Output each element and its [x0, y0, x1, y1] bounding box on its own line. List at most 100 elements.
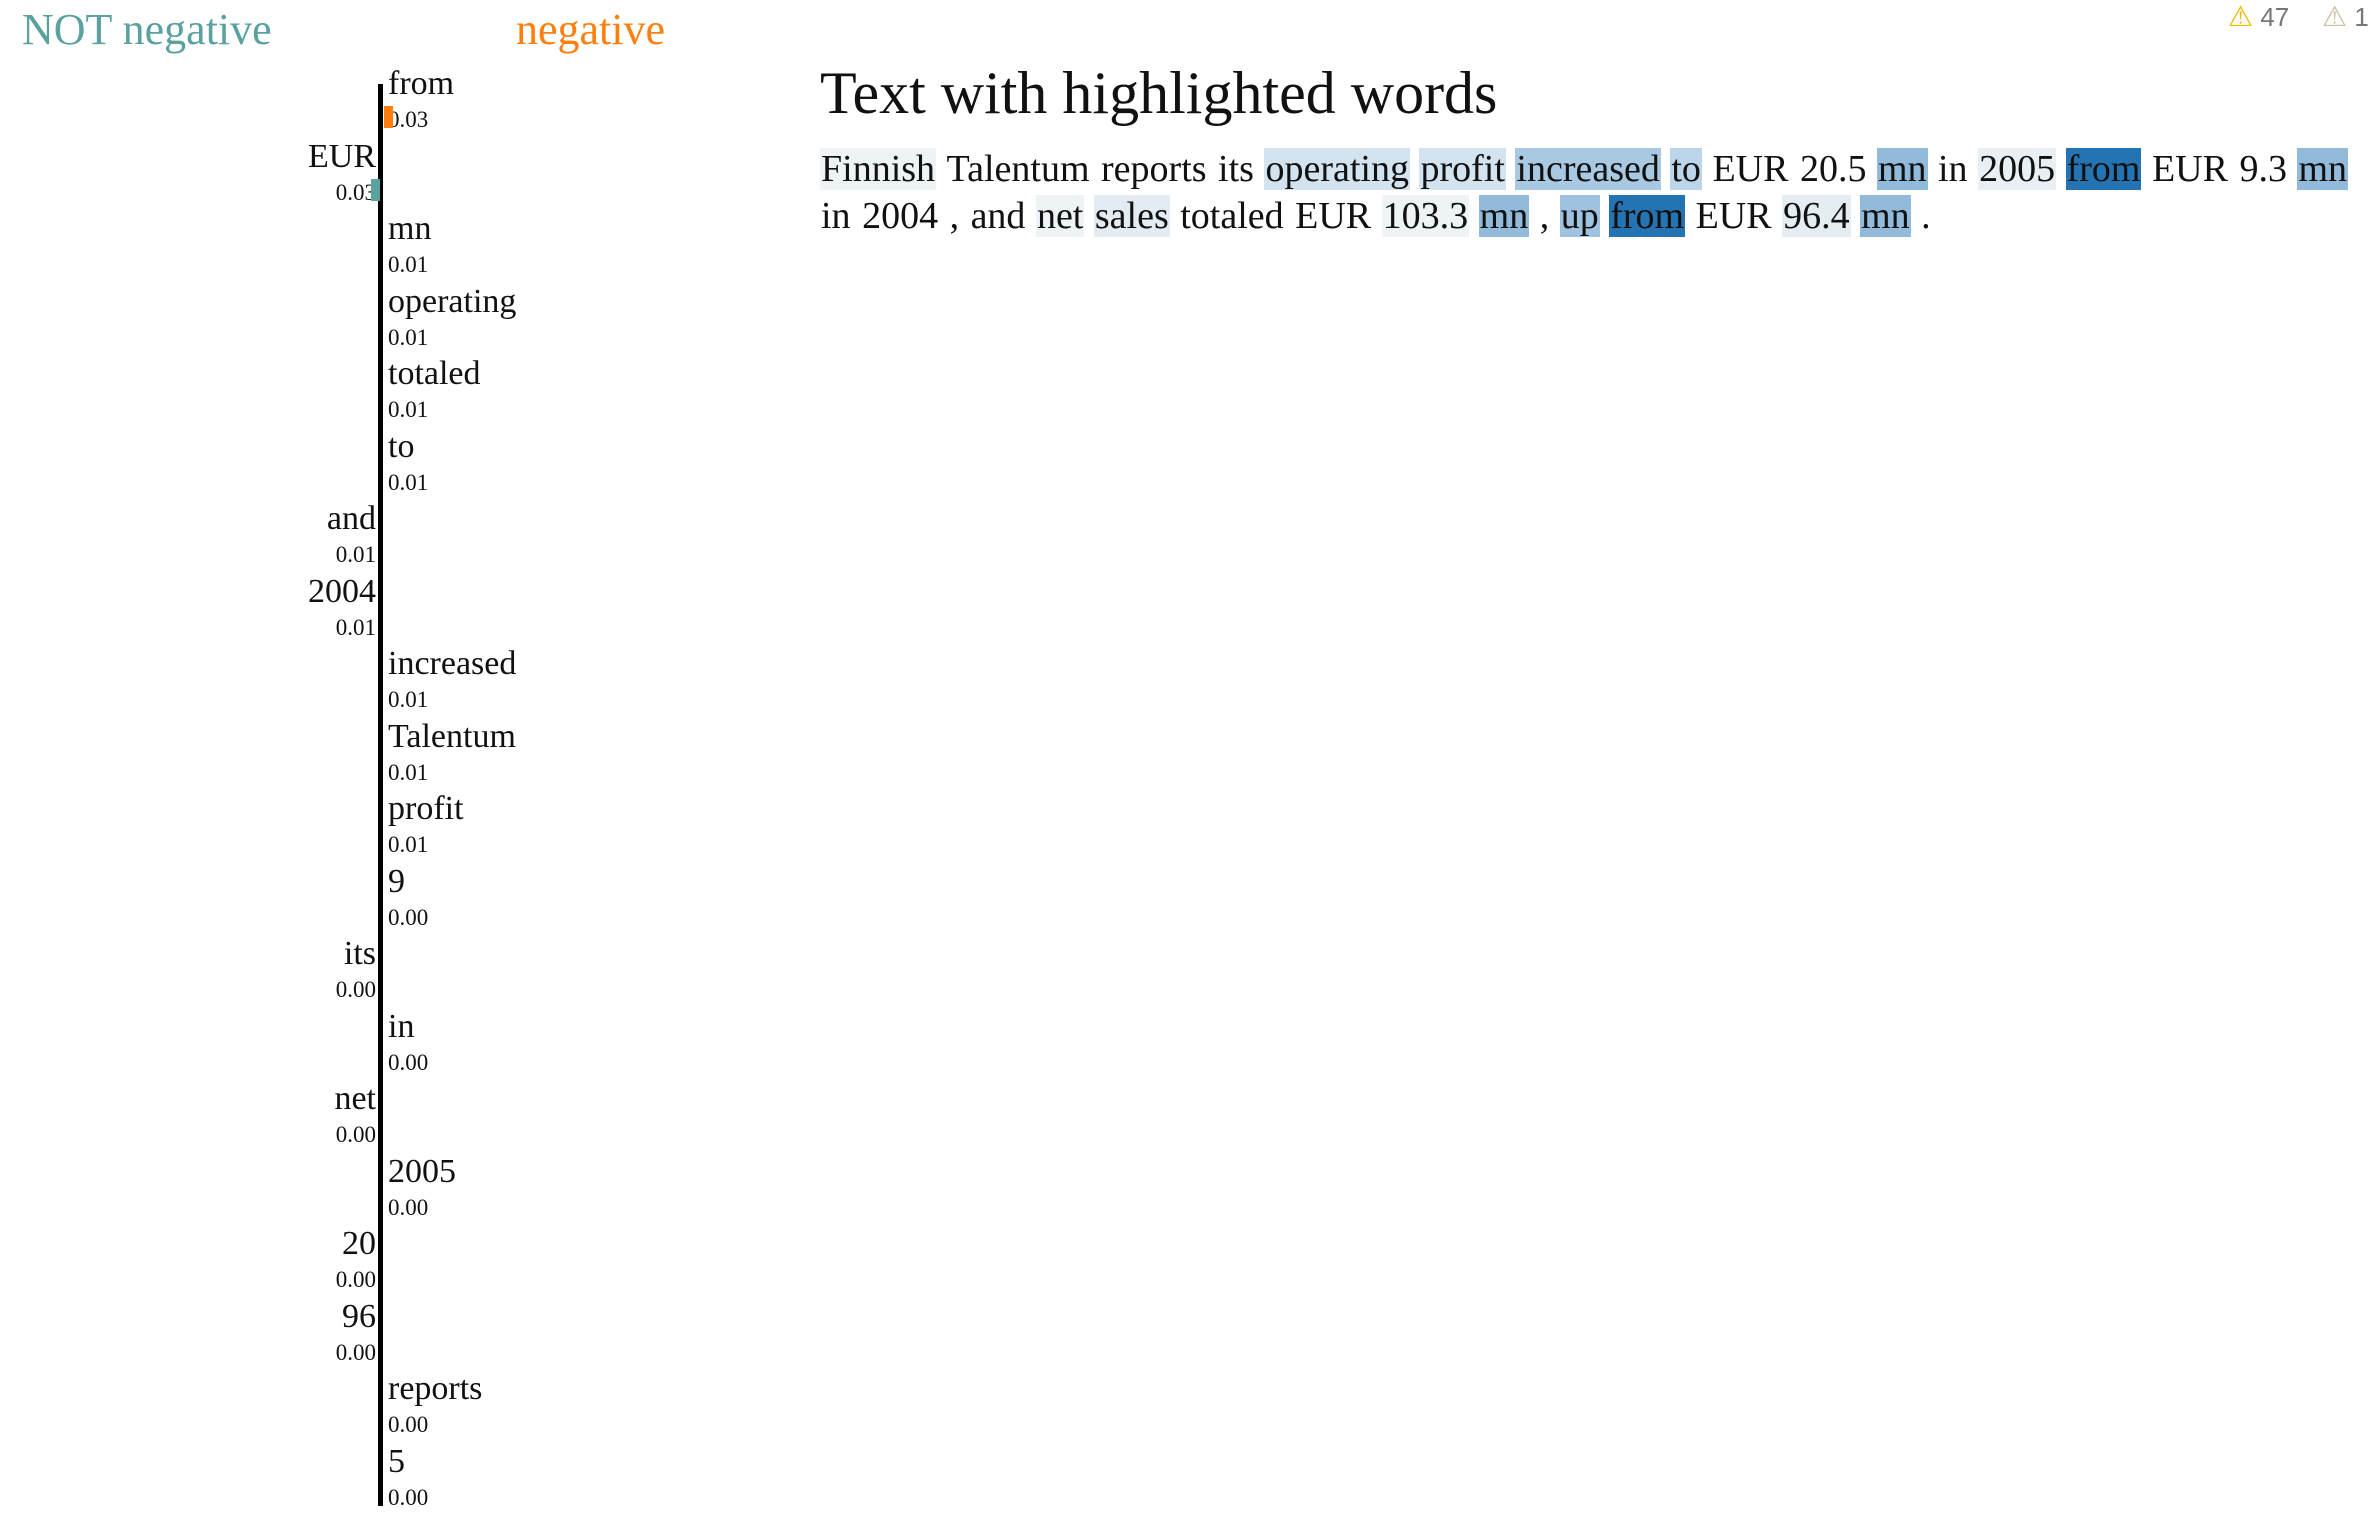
feature-word: 9 [388, 862, 405, 900]
feature-word: profit [388, 790, 464, 827]
warning-badge[interactable]: ⚠ 47 [2228, 0, 2289, 33]
feature-value: 0.00 [388, 1049, 429, 1075]
feature-item: and 0.01 [327, 501, 376, 573]
highlighted-token: 2005 [1978, 148, 2057, 190]
feature-value: 0.01 [335, 614, 376, 640]
feature-value: 0.03 [335, 179, 376, 205]
feature-item: 2004 0.01 [308, 572, 376, 646]
feature-word: increased [388, 645, 517, 682]
feature-word: 20 [342, 1225, 376, 1262]
warning-count: 1 [2347, 2, 2369, 32]
feature-word: totaled [388, 355, 481, 392]
highlighted-token: operating [1264, 148, 1410, 190]
feature-word: reports [388, 1370, 483, 1407]
feature-item: to 0.01 [388, 427, 429, 501]
feature-bar [371, 178, 380, 201]
feature-value: 0.00 [335, 1122, 376, 1147]
highlighted-token: , [1539, 195, 1550, 237]
highlighted-token: mn [1876, 148, 1928, 190]
feature-value: 0.00 [335, 1339, 376, 1365]
highlighted-text-body: Finnish Talentum reports its operating p… [820, 146, 2380, 240]
highlighted-token: mn [2297, 148, 2348, 190]
feature-bar [384, 106, 393, 128]
class-label-negative: negative [516, 5, 666, 54]
feature-importance-axis [378, 84, 383, 1506]
warning-icon: ⚠ [2322, 1, 2348, 32]
feature-value: 0.01 [388, 324, 429, 350]
highlighted-token: 20.5 [1799, 148, 1867, 190]
highlighted-token: net [1035, 195, 1085, 237]
feature-value: 0.01 [388, 759, 429, 785]
feature-word: to [388, 427, 415, 465]
highlighted-token: reports [1101, 148, 1207, 190]
feature-item: reports 0.00 [388, 1371, 482, 1443]
feature-value: 0.01 [388, 252, 429, 277]
feature-item: 5 0.00 [388, 1442, 429, 1516]
feature-value: 0.01 [335, 542, 376, 567]
feature-item: Talentum 0.01 [388, 717, 516, 791]
feature-value: 0.00 [335, 1267, 376, 1292]
highlighted-token: profit [1419, 148, 1506, 190]
feature-word: operating [388, 282, 517, 320]
highlighted-token: totaled [1180, 195, 1284, 237]
highlighted-token: in [1938, 148, 1968, 190]
highlighted-token: EUR [1712, 148, 1789, 190]
highlighted-token: its [1218, 148, 1254, 190]
feature-value: 0.00 [388, 1484, 429, 1510]
feature-value: 0.01 [388, 397, 429, 422]
feature-word: 5 [388, 1442, 405, 1480]
feature-item: EUR 0.03 [308, 137, 380, 211]
highlighted-token: and [970, 195, 1026, 237]
feature-word: 2004 [308, 572, 376, 610]
feature-value: 0.03 [388, 107, 429, 132]
feature-value: 0.01 [388, 832, 429, 857]
feature-word: 2005 [388, 1152, 456, 1190]
highlighted-token: EUR [2151, 148, 2228, 190]
feature-value: 0.00 [335, 977, 376, 1002]
feature-value: 0.01 [388, 469, 429, 495]
feature-value: 0.00 [388, 1412, 429, 1437]
feature-item: from 0.03 [384, 65, 455, 138]
highlighted-token: . [1921, 195, 1931, 237]
feature-item: 20 0.00 [336, 1226, 376, 1298]
feature-word: in [388, 1007, 415, 1045]
feature-word: EUR [308, 137, 376, 175]
class-label-not-negative: NOT negative [22, 5, 272, 54]
highlighted-token: in [821, 195, 851, 237]
feature-item: profit 0.01 [388, 791, 464, 863]
feature-value: 0.00 [388, 904, 429, 930]
warning-icon: ⚠ [2228, 1, 2254, 32]
feature-word: net [334, 1080, 376, 1117]
feature-item: increased 0.01 [388, 646, 516, 718]
highlighted-token: Finnish [820, 148, 937, 190]
highlighted-token: from [1609, 195, 1686, 237]
highlighted-token: mn [1860, 195, 1911, 237]
feature-word: and [326, 500, 376, 537]
highlighted-token: 2004 [862, 195, 939, 237]
highlighted-token: EUR [1695, 195, 1772, 237]
highlighted-token: , [949, 195, 960, 237]
highlighted-token: sales [1093, 195, 1170, 237]
feature-item: 2005 0.00 [388, 1152, 456, 1226]
feature-word: its [343, 935, 376, 972]
feature-word: from [388, 65, 455, 102]
feature-word: 96 [342, 1297, 376, 1335]
highlighted-text-title: Text with highlighted words [820, 60, 1498, 126]
feature-item: 96 0.00 [335, 1297, 376, 1371]
highlighted-token: EUR [1295, 195, 1372, 237]
feature-item: in 0.00 [388, 1007, 429, 1081]
highlighted-token: 103.3 [1381, 195, 1470, 237]
feature-item: its 0.00 [336, 936, 376, 1008]
highlighted-token: increased [1515, 148, 1661, 190]
highlighted-token: mn [1478, 195, 1530, 237]
feature-word: mn [388, 210, 432, 247]
feature-word: Talentum [388, 717, 516, 755]
feature-item: mn 0.01 [388, 211, 431, 283]
feature-value: 0.00 [388, 1194, 429, 1220]
highlighted-token: up [1559, 195, 1600, 237]
warning-badge[interactable]: ⚠ 1 [2322, 0, 2369, 33]
feature-item: operating 0.01 [388, 282, 517, 356]
feature-item: net 0.00 [334, 1081, 376, 1153]
feature-item: 9 0.00 [388, 862, 429, 936]
highlighted-token: 96.4 [1782, 195, 1851, 237]
